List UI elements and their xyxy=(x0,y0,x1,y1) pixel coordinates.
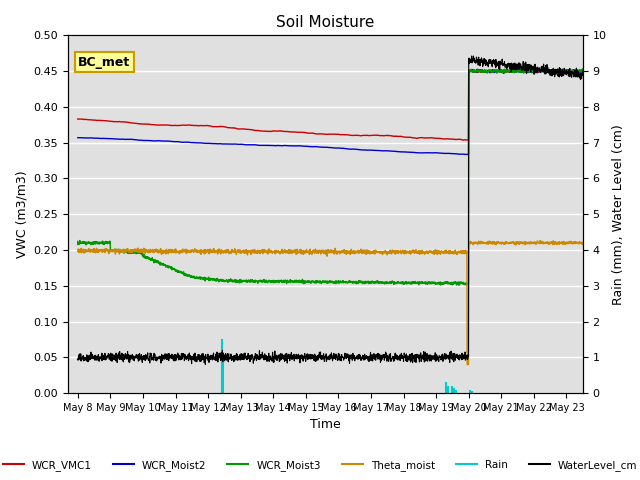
WCR_Moist2 xyxy=(126,137,134,143)
WCR_Moist3 xyxy=(74,239,82,244)
WCR_Moist3 xyxy=(495,68,503,73)
WCR_Moist3 xyxy=(239,277,246,283)
WaterLevel_cm xyxy=(595,74,603,80)
WCR_Moist3 xyxy=(588,69,596,74)
Theta_moist xyxy=(369,251,377,256)
WCR_Moist3 xyxy=(455,282,463,288)
WCR_VMC1 xyxy=(588,69,596,74)
WCR_Moist2 xyxy=(525,67,532,72)
Theta_moist xyxy=(74,249,82,254)
WCR_Moist2 xyxy=(74,135,82,141)
WCR_VMC1 xyxy=(239,126,246,132)
Theta_moist xyxy=(463,361,471,367)
Theta_moist xyxy=(495,240,503,245)
WaterLevel_cm xyxy=(126,357,134,363)
Legend: WCR_VMC1, WCR_Moist2, WCR_Moist3, Theta_moist, Rain, WaterLevel_cm: WCR_VMC1, WCR_Moist2, WCR_Moist3, Theta_… xyxy=(0,456,640,475)
Theta_moist xyxy=(525,240,532,245)
Theta_moist xyxy=(588,240,596,246)
WCR_Moist2 xyxy=(515,66,522,72)
WaterLevel_cm xyxy=(202,361,209,367)
WCR_VMC1 xyxy=(126,120,134,125)
Line: WCR_Moist2: WCR_Moist2 xyxy=(78,69,599,155)
WaterLevel_cm xyxy=(495,60,503,66)
Line: Theta_moist: Theta_moist xyxy=(78,240,599,364)
WCR_Moist3 xyxy=(595,68,603,74)
WCR_Moist2 xyxy=(595,69,603,75)
X-axis label: Time: Time xyxy=(310,419,340,432)
WCR_VMC1 xyxy=(74,116,82,122)
Line: WCR_VMC1: WCR_VMC1 xyxy=(78,70,599,140)
Title: Soil Moisture: Soil Moisture xyxy=(276,15,374,30)
WCR_Moist3 xyxy=(518,65,526,71)
Y-axis label: Rain (mm), Water Level (cm): Rain (mm), Water Level (cm) xyxy=(612,124,625,305)
WCR_VMC1 xyxy=(595,68,603,73)
Line: WCR_Moist3: WCR_Moist3 xyxy=(78,68,599,285)
Line: WaterLevel_cm: WaterLevel_cm xyxy=(78,56,599,364)
WCR_Moist2 xyxy=(588,68,596,73)
WCR_VMC1 xyxy=(369,132,377,138)
WCR_Moist2 xyxy=(495,68,503,73)
Theta_moist xyxy=(239,248,246,254)
WCR_VMC1 xyxy=(525,68,532,74)
WCR_VMC1 xyxy=(460,137,467,143)
Theta_moist xyxy=(126,248,134,253)
WCR_Moist3 xyxy=(126,250,134,255)
Text: BC_met: BC_met xyxy=(78,56,131,69)
WCR_Moist3 xyxy=(525,68,532,74)
WaterLevel_cm xyxy=(525,66,532,72)
WCR_VMC1 xyxy=(516,67,524,72)
WaterLevel_cm xyxy=(239,352,246,358)
WaterLevel_cm xyxy=(370,354,378,360)
WaterLevel_cm xyxy=(588,71,596,77)
WCR_Moist2 xyxy=(465,152,472,157)
Y-axis label: VWC (m3/m3): VWC (m3/m3) xyxy=(15,170,28,258)
Theta_moist xyxy=(595,240,603,245)
WaterLevel_cm xyxy=(470,53,477,59)
WaterLevel_cm xyxy=(74,356,82,362)
WCR_Moist2 xyxy=(239,142,246,147)
WCR_VMC1 xyxy=(495,68,503,74)
WCR_Moist2 xyxy=(369,147,377,153)
Theta_moist xyxy=(536,238,544,243)
WCR_Moist3 xyxy=(369,279,377,285)
